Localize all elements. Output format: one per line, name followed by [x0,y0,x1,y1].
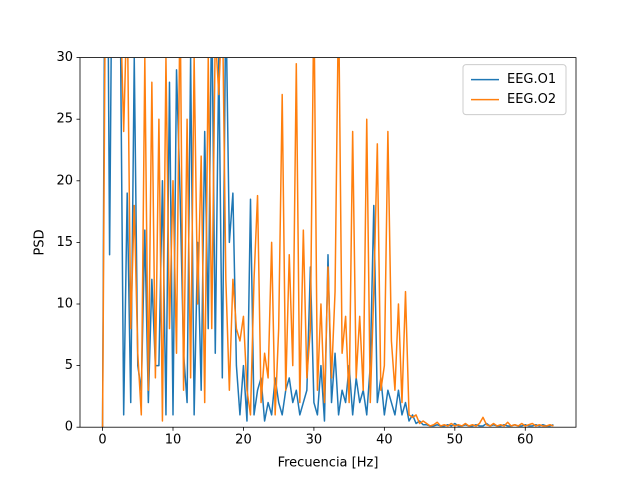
x-tick-label: 20 [235,433,252,448]
plot-frame [79,57,577,428]
x-tick-label: 60 [517,433,534,448]
y-tick-label: 20 [56,173,73,188]
y-tick-label: 10 [56,297,73,312]
data-line [101,57,554,428]
legend-label: EEG.O1 [507,72,556,87]
x-tick-label: 0 [98,433,106,448]
y-axis-label: PSD [33,229,48,255]
y-tick-label: 30 [56,50,73,65]
legend-box [462,64,567,116]
x-tick-label: 40 [376,433,393,448]
data-line [101,57,554,428]
legend-label: EEG.O2 [507,92,556,107]
x-tick-label: 50 [447,433,464,448]
x-tick-label: 10 [165,433,182,448]
x-axis-label: Frecuencia [Hz] [278,456,379,471]
y-tick-label: 25 [56,112,73,127]
y-tick-label: 0 [65,420,73,435]
y-tick-label: 15 [56,235,73,250]
x-tick-label: 30 [306,433,323,448]
y-tick-label: 5 [65,358,73,373]
